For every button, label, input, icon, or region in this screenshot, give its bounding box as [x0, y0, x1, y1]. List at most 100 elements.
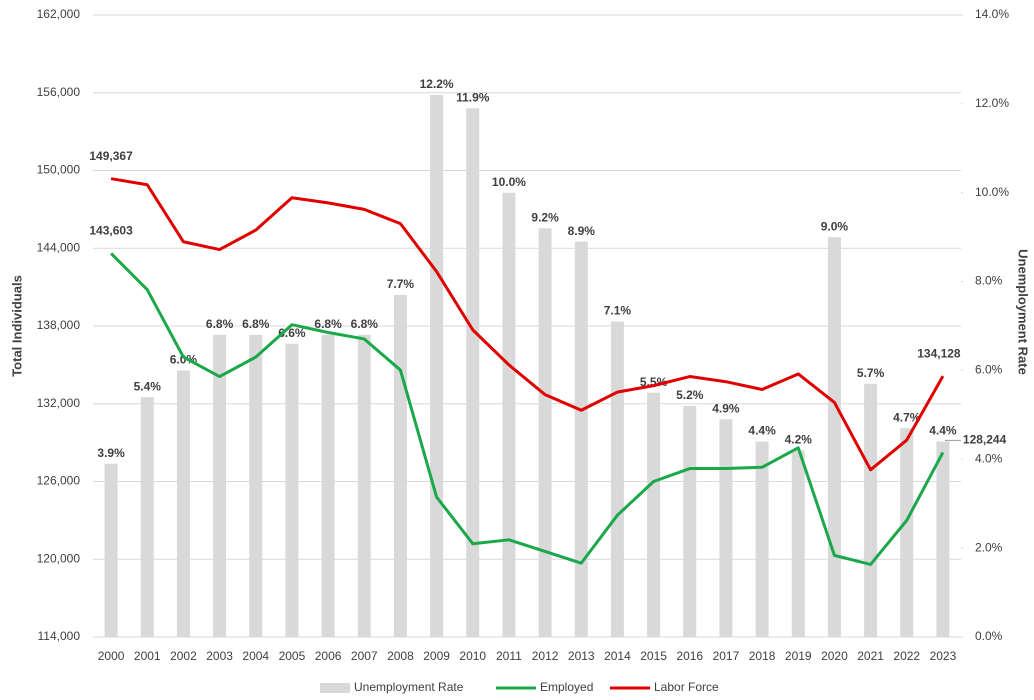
y2-axis-title: Unemployment Rate	[1016, 249, 1031, 375]
bar	[213, 334, 227, 637]
line	[110, 177, 945, 472]
bar-value-label: 4.9%	[712, 401, 740, 415]
bar-value-label: 6.8%	[351, 317, 379, 331]
y-tick-label: 114,000	[38, 629, 81, 643]
bar-value-label: 4.2%	[785, 433, 813, 447]
bar-value-label: 7.7%	[387, 277, 415, 291]
bar	[249, 334, 263, 637]
bar-value-label: 3.9%	[97, 446, 125, 460]
x-tick-label: 2020	[821, 649, 848, 663]
x-tick-label: 2007	[351, 649, 378, 663]
bar-value-label: 7.1%	[604, 304, 632, 318]
y-tick-label: 120,000	[37, 551, 81, 565]
y-tick-label: 162,000	[37, 7, 81, 21]
line-value-label: 143,603	[89, 224, 133, 238]
bar-value-label: 10.0%	[492, 175, 526, 189]
x-tick-label: 2010	[459, 649, 486, 663]
x-tick-label: 2014	[604, 649, 631, 663]
x-tick-label: 2005	[279, 649, 306, 663]
x-tick-label: 2011	[496, 649, 522, 663]
y-tick-label: 156,000	[37, 85, 81, 99]
x-tick-label: 2000	[98, 649, 125, 663]
x-tick-label: 2002	[170, 649, 197, 663]
y2-tick-label: 6.0%	[975, 363, 1003, 377]
x-tick-label: 2016	[676, 649, 703, 663]
y-tick-label: 144,000	[37, 240, 81, 254]
bar-value-label: 5.7%	[857, 366, 885, 380]
line-value-label: 128,244	[963, 433, 1007, 447]
legend-label: Unemployment Rate	[354, 680, 464, 694]
legend-label: Labor Force	[654, 680, 719, 694]
bar-value-label: 4.4%	[929, 424, 957, 438]
x-tick-label: 2021	[857, 649, 884, 663]
y2-tick-label: 2.0%	[975, 540, 1003, 554]
x-tick-label: 2017	[713, 649, 740, 663]
y2-tick-label: 12.0%	[975, 96, 1009, 110]
bar-value-label: 8.9%	[568, 224, 596, 238]
bar	[900, 428, 914, 637]
bar	[466, 108, 480, 638]
y2-tick-label: 4.0%	[975, 451, 1003, 465]
bar	[140, 397, 154, 637]
bar	[719, 419, 733, 637]
bar-value-label: 5.4%	[134, 379, 162, 393]
bar-value-label: 11.9%	[456, 90, 490, 104]
y2-tick-label: 10.0%	[975, 185, 1009, 199]
y-tick-label: 150,000	[37, 163, 81, 177]
bar-value-label: 6.0%	[170, 353, 198, 367]
bar-value-label: 9.2%	[531, 210, 559, 224]
bar	[574, 241, 588, 638]
bar-value-label: 9.0%	[821, 219, 849, 233]
bar	[104, 463, 118, 637]
x-tick-label: 2015	[640, 649, 667, 663]
bar	[176, 370, 190, 637]
y-tick-label: 138,000	[37, 318, 81, 332]
x-tick-label: 2012	[532, 649, 559, 663]
bar-value-label: 4.4%	[748, 424, 776, 438]
bar	[791, 450, 805, 637]
y2-tick-label: 8.0%	[975, 274, 1003, 288]
bar	[321, 334, 335, 637]
x-tick-label: 2006	[315, 649, 342, 663]
x-tick-label: 2001	[134, 649, 161, 663]
bar	[502, 192, 516, 637]
line	[110, 252, 945, 566]
bar-value-label: 6.8%	[206, 317, 234, 331]
x-tick-label: 2022	[893, 649, 920, 663]
bar	[683, 405, 697, 637]
bar-value-label: 12.2%	[420, 77, 454, 91]
bar	[647, 392, 661, 637]
bar-value-label: 5.2%	[676, 388, 704, 402]
y-tick-label: 132,000	[37, 396, 81, 410]
x-tick-label: 2008	[387, 649, 414, 663]
line-value-label: 149,367	[89, 149, 133, 163]
bar	[936, 441, 950, 637]
bar-value-label: 6.8%	[242, 317, 270, 331]
line-value-label: 134,128	[917, 346, 961, 360]
bar	[538, 228, 552, 637]
legend-label: Employed	[540, 680, 593, 694]
bar	[430, 94, 444, 637]
x-tick-label: 2009	[423, 649, 450, 663]
x-tick-label: 2003	[206, 649, 233, 663]
bar	[610, 321, 624, 637]
bar	[393, 294, 407, 637]
x-tick-label: 2023	[930, 649, 957, 663]
y2-tick-label: 0.0%	[975, 629, 1003, 643]
x-tick-label: 2019	[785, 649, 812, 663]
bar	[827, 237, 841, 637]
x-tick-label: 2013	[568, 649, 595, 663]
legend-swatch	[320, 683, 350, 693]
y2-tick-label: 14.0%	[975, 7, 1009, 21]
bar	[755, 441, 769, 637]
x-tick-label: 2018	[749, 649, 776, 663]
bar	[864, 383, 878, 637]
x-tick-label: 2004	[242, 649, 269, 663]
y-tick-label: 126,000	[37, 474, 81, 488]
bar	[357, 334, 371, 637]
y-axis-title: Total Individuals	[9, 275, 24, 377]
bar-value-label: 6.8%	[314, 317, 342, 331]
bar-value-label: 4.7%	[893, 410, 921, 424]
